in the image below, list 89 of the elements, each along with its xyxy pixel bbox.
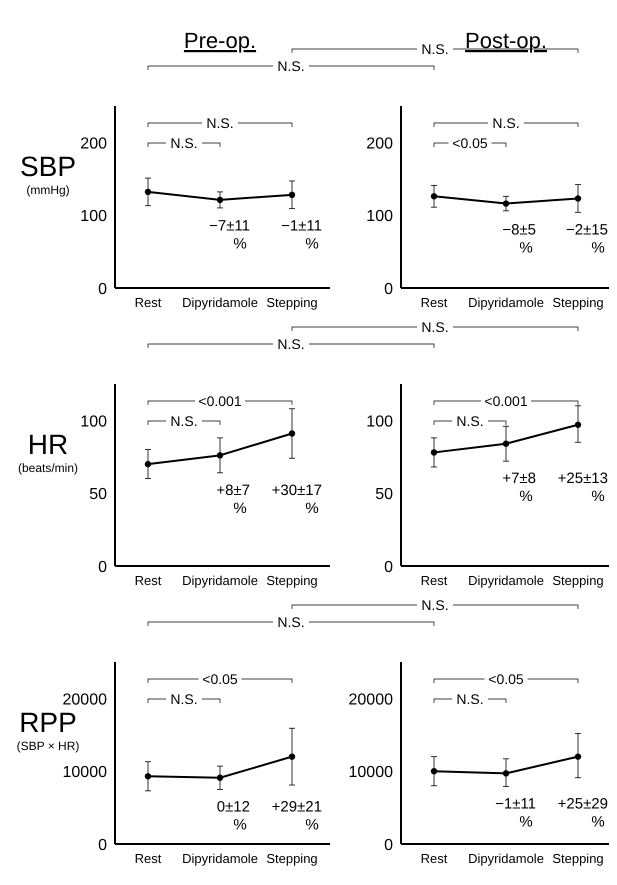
x-tick-label: Rest [420, 295, 448, 310]
point [144, 773, 152, 780]
point [216, 196, 224, 204]
x-tick-label: Dipyridamole [468, 851, 544, 866]
annotation: +30±17 % [272, 482, 322, 517]
x-tick-label: Stepping [266, 295, 318, 310]
y-tick-label: 0 [384, 281, 394, 298]
point [288, 192, 296, 198]
y-tick-label: 200 [366, 135, 394, 152]
text: N.S. [421, 41, 449, 57]
annotation: <0.001 [198, 393, 242, 409]
text: N.S. [421, 597, 449, 613]
annotation: N.S. [456, 691, 484, 707]
annotation: +29±21 % [272, 798, 322, 834]
point [430, 449, 438, 456]
annotation: <0.05 [202, 671, 238, 687]
point [502, 200, 510, 207]
x-tick-label: Rest [134, 573, 162, 588]
x-tick-label: Stepping [552, 573, 604, 588]
annotation: −2±15 % [566, 221, 608, 256]
annotation: N.S. [170, 691, 198, 707]
chart-title: Post-op. [465, 28, 547, 53]
point [574, 422, 582, 428]
annotation: −1±11 % [495, 795, 536, 830]
point [430, 768, 438, 774]
y-tick-label: 100 [366, 208, 394, 226]
y-tick-label: 100 [366, 413, 394, 430]
point [502, 440, 510, 447]
y-tick-label: 0 [384, 837, 394, 854]
x-tick-label: Dipyridamole [182, 573, 258, 588]
annotation: −7±11 % [209, 218, 250, 253]
x-tick-label: Dipyridamole [468, 573, 544, 588]
x-tick-label: Stepping [552, 295, 604, 310]
x-tick-label: Rest [420, 851, 448, 866]
annotation: +7±8 % [502, 470, 536, 506]
annotation: −8±5 % [502, 221, 536, 256]
point [502, 770, 510, 777]
x-tick-label: Rest [134, 851, 162, 866]
y-tick-label: 0 [384, 559, 394, 576]
y-tick-label: 0 [98, 281, 108, 298]
y-tick-label: 50 [375, 486, 394, 504]
annotation: −1±11 % [281, 218, 322, 253]
point [144, 188, 152, 196]
annotation: N.S. [206, 115, 234, 131]
annotation: +25±29 % [558, 795, 608, 830]
text: N.S. [421, 319, 449, 335]
annotation: +8±7 % [216, 482, 250, 517]
text: N.S. [277, 58, 305, 74]
point [216, 774, 224, 781]
y-tick-label: 20000 [62, 691, 108, 708]
x-tick-label: Rest [134, 295, 162, 310]
annotation: <0.001 [484, 393, 528, 409]
x-tick-label: Dipyridamole [182, 851, 258, 866]
y-tick-label: 100 [80, 413, 108, 430]
annotation: <0.05 [488, 671, 524, 687]
x-tick-label: Rest [420, 573, 448, 588]
annotation: 0±12 % [216, 798, 250, 834]
annotation: N.S. [170, 135, 198, 151]
y-axis-title: RPP (SBP × HR) [16, 707, 80, 753]
x-tick-label: Stepping [266, 851, 318, 866]
annotation: N.S. [170, 413, 198, 429]
y-axis-title: HR (beats/min) [18, 429, 78, 475]
y-tick-label: 0 [98, 559, 108, 576]
y-tick-label: 10000 [62, 764, 108, 782]
point [216, 452, 224, 459]
x-tick-label: Dipyridamole [468, 295, 544, 310]
text: N.S. [277, 614, 305, 630]
text: N.S. [277, 336, 305, 352]
annotation: N.S. [492, 115, 520, 131]
point [288, 430, 296, 437]
annotation: <0.05 [452, 135, 488, 151]
point [574, 753, 582, 760]
y-tick-label: 10000 [348, 764, 394, 782]
y-tick-label: 200 [80, 135, 108, 152]
y-tick-label: 20000 [348, 691, 394, 708]
x-tick-label: Stepping [266, 573, 318, 588]
x-tick-label: Dipyridamole [182, 295, 258, 310]
y-tick-label: 50 [89, 486, 108, 504]
point [144, 460, 152, 468]
point [574, 195, 582, 202]
chart-title: Pre-op. [184, 28, 256, 53]
point [430, 193, 438, 200]
x-tick-label: Stepping [552, 851, 604, 866]
point [288, 753, 296, 760]
y-tick-label: 100 [80, 208, 108, 226]
y-axis-title: SBP (mmHg) [20, 151, 76, 197]
annotation: +25±13 % [558, 470, 608, 506]
annotation: N.S. [456, 413, 484, 429]
y-tick-label: 0 [98, 837, 108, 854]
